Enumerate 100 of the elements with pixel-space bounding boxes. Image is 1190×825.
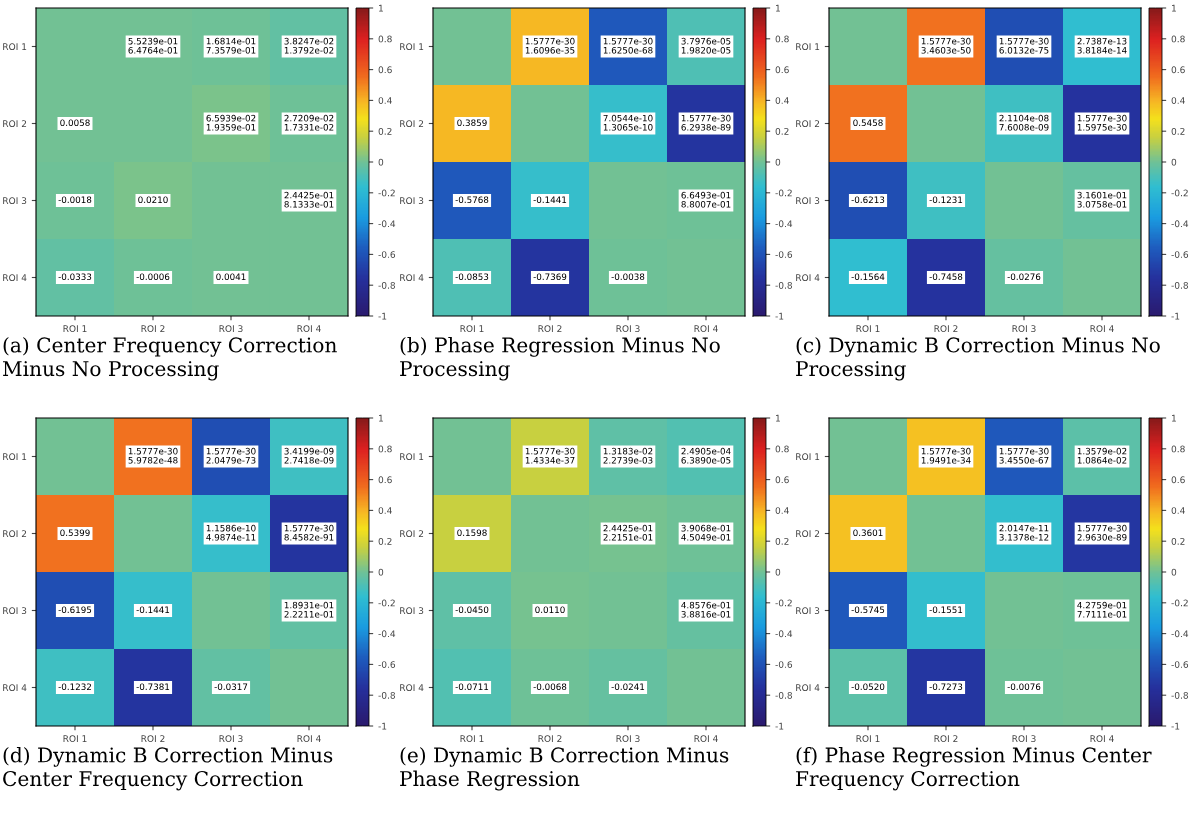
color-bar-label: -0.8 bbox=[1171, 691, 1189, 699]
data-label: 1.3579e-02 1.0864e-02 bbox=[1077, 447, 1127, 464]
color-bar-label: -1 bbox=[378, 722, 387, 730]
data-label: -0.0241 bbox=[611, 683, 645, 691]
color-bar-label: 0.4 bbox=[378, 507, 392, 514]
data-label: -0.0076 bbox=[1007, 683, 1041, 691]
data-label: -0.0317 bbox=[214, 683, 248, 691]
data-label: 1.5777e-30 6.0132e-75 bbox=[999, 37, 1049, 54]
color-bar-label: -0.4 bbox=[1171, 220, 1189, 228]
x-tick-label: ROI 1 bbox=[460, 735, 484, 743]
x-tick-label: ROI 2 bbox=[934, 735, 958, 743]
data-label: 1.5777e-30 2.9630e-89 bbox=[1077, 524, 1127, 541]
data-label: 1.6814e-01 7.3579e-01 bbox=[206, 37, 256, 54]
data-label: 0.5399 bbox=[60, 529, 90, 537]
x-tick-label: ROI 3 bbox=[219, 325, 243, 333]
data-label: -0.0038 bbox=[611, 273, 645, 281]
y-tick-label: ROI 3 bbox=[796, 197, 820, 205]
color-bar-label: -0.2 bbox=[378, 599, 395, 607]
data-label: -0.0520 bbox=[851, 683, 885, 691]
data-label: 0.0041 bbox=[216, 273, 246, 281]
color-bar-label: -0.2 bbox=[378, 189, 395, 197]
y-tick-label: ROI 2 bbox=[3, 530, 27, 538]
color-bar-label: -0.4 bbox=[378, 220, 396, 228]
color-bar-label: 0.6 bbox=[775, 476, 789, 484]
y-tick-label: ROI 1 bbox=[3, 43, 27, 51]
x-tick-label: ROI 2 bbox=[934, 325, 958, 333]
data-label: 1.8931e-01 2.2211e-01 bbox=[284, 601, 334, 618]
x-tick-label: ROI 1 bbox=[460, 325, 484, 333]
color-bar-label: 0 bbox=[378, 158, 384, 166]
data-label: 3.4199e-09 2.7418e-09 bbox=[284, 447, 334, 464]
color-bar-label: -0.6 bbox=[775, 251, 793, 258]
data-label: 1.1586e-10 4.9874e-11 bbox=[206, 524, 256, 541]
y-tick-label: ROI 2 bbox=[400, 530, 424, 538]
color-bar-label: 1 bbox=[1172, 414, 1176, 422]
text: (f) Phase Regression Minus Center Frequency Correction bbox=[796, 747, 1152, 791]
data-label: 1.5777e-30 3.4550e-67 bbox=[999, 447, 1049, 464]
color-bar-label: -0.8 bbox=[775, 281, 793, 289]
x-tick-label: ROI 1 bbox=[63, 325, 87, 333]
y-tick-label: ROI 1 bbox=[796, 453, 820, 461]
color-bar-label: -0.6 bbox=[1171, 251, 1189, 258]
data-label: 5.5239e-01 6.4764e-01 bbox=[128, 37, 178, 54]
x-tick-label: ROI 4 bbox=[1090, 735, 1114, 743]
text: (b) Phase Regression Minus No Processing bbox=[400, 337, 720, 381]
color-bar-label: 0 bbox=[1171, 158, 1177, 166]
data-label: -0.5768 bbox=[455, 196, 489, 204]
x-tick-label: ROI 3 bbox=[1012, 325, 1036, 333]
color-bar-label: -0.2 bbox=[775, 189, 792, 197]
color-bar-label: 0 bbox=[775, 568, 781, 576]
color-bar-label: -0.2 bbox=[1171, 189, 1188, 197]
data-label: 4.8576e-01 3.8816e-01 bbox=[681, 601, 731, 618]
y-tick-label: ROI 3 bbox=[400, 197, 424, 205]
color-bar-label: 0.2 bbox=[378, 537, 392, 545]
color-bar-label: -0.6 bbox=[1171, 661, 1189, 668]
data-label: -0.1551 bbox=[929, 606, 963, 614]
color-bar-label: 0.2 bbox=[1171, 127, 1185, 135]
data-label: 0.0210 bbox=[138, 196, 168, 204]
data-label: 1.5777e-30 8.4582e-91 bbox=[284, 524, 334, 541]
color-bar-label: 0.6 bbox=[775, 66, 789, 74]
data-label: 3.1601e-01 3.0758e-01 bbox=[1077, 191, 1127, 208]
color-bar-label: -0.8 bbox=[1171, 281, 1189, 289]
color-bar-label: -1 bbox=[1171, 722, 1180, 730]
data-label: 0.1598 bbox=[457, 529, 487, 537]
color-bar-label: -0.8 bbox=[378, 281, 396, 289]
y-tick-label: ROI 4 bbox=[400, 274, 424, 282]
color-bar-label: 1 bbox=[776, 4, 780, 12]
data-label: 1.5777e-30 1.6250e-68 bbox=[603, 37, 653, 54]
y-tick-label: ROI 1 bbox=[796, 43, 820, 51]
data-label: 6.6493e-01 8.8007e-01 bbox=[681, 191, 731, 208]
color-bar-label: 0.8 bbox=[1171, 35, 1185, 43]
color-bar-label: -0.4 bbox=[1171, 630, 1189, 638]
data-label: -0.0276 bbox=[1007, 273, 1041, 281]
data-label: -0.0068 bbox=[533, 683, 567, 691]
y-tick-label: ROI 1 bbox=[3, 453, 27, 461]
data-label: -0.1441 bbox=[533, 196, 567, 204]
color-bar-label: 0 bbox=[378, 568, 384, 576]
color-bar-label: 0.2 bbox=[775, 127, 789, 135]
color-bar-label: -0.6 bbox=[378, 661, 396, 668]
data-label: -0.7381 bbox=[136, 683, 170, 691]
data-label: -0.7273 bbox=[929, 683, 963, 691]
color-bar-label: -0.8 bbox=[775, 691, 793, 699]
data-label: -0.6195 bbox=[58, 606, 92, 614]
text: (a) Center Frequency Correction Minus No Processing bbox=[3, 337, 337, 381]
data-label: -0.6213 bbox=[851, 196, 885, 204]
data-label: 6.5939e-02 1.9359e-01 bbox=[206, 114, 256, 131]
x-tick-label: ROI 2 bbox=[141, 735, 165, 743]
color-bar-label: 0.4 bbox=[1171, 97, 1185, 104]
data-label: 4.2759e-01 7.7111e-01 bbox=[1077, 601, 1127, 618]
x-tick-label: ROI 2 bbox=[538, 735, 562, 743]
y-tick-label: ROI 4 bbox=[3, 684, 27, 692]
x-tick-label: ROI 1 bbox=[63, 735, 87, 743]
color-bar-label: 0 bbox=[1171, 568, 1177, 576]
data-label: 2.1104e-08 7.6008e-09 bbox=[999, 114, 1049, 131]
data-label: -0.0006 bbox=[136, 273, 170, 281]
color-bar-label: 0.8 bbox=[378, 35, 392, 43]
color-bar-label: -1 bbox=[775, 312, 784, 320]
color-bar-label: 0.4 bbox=[1171, 507, 1185, 514]
data-label: 2.7387e-13 3.8184e-14 bbox=[1077, 37, 1127, 54]
data-label: 0.3601 bbox=[853, 529, 883, 537]
data-label: -0.0450 bbox=[455, 606, 489, 614]
color-bar-label: -0.4 bbox=[775, 220, 793, 228]
